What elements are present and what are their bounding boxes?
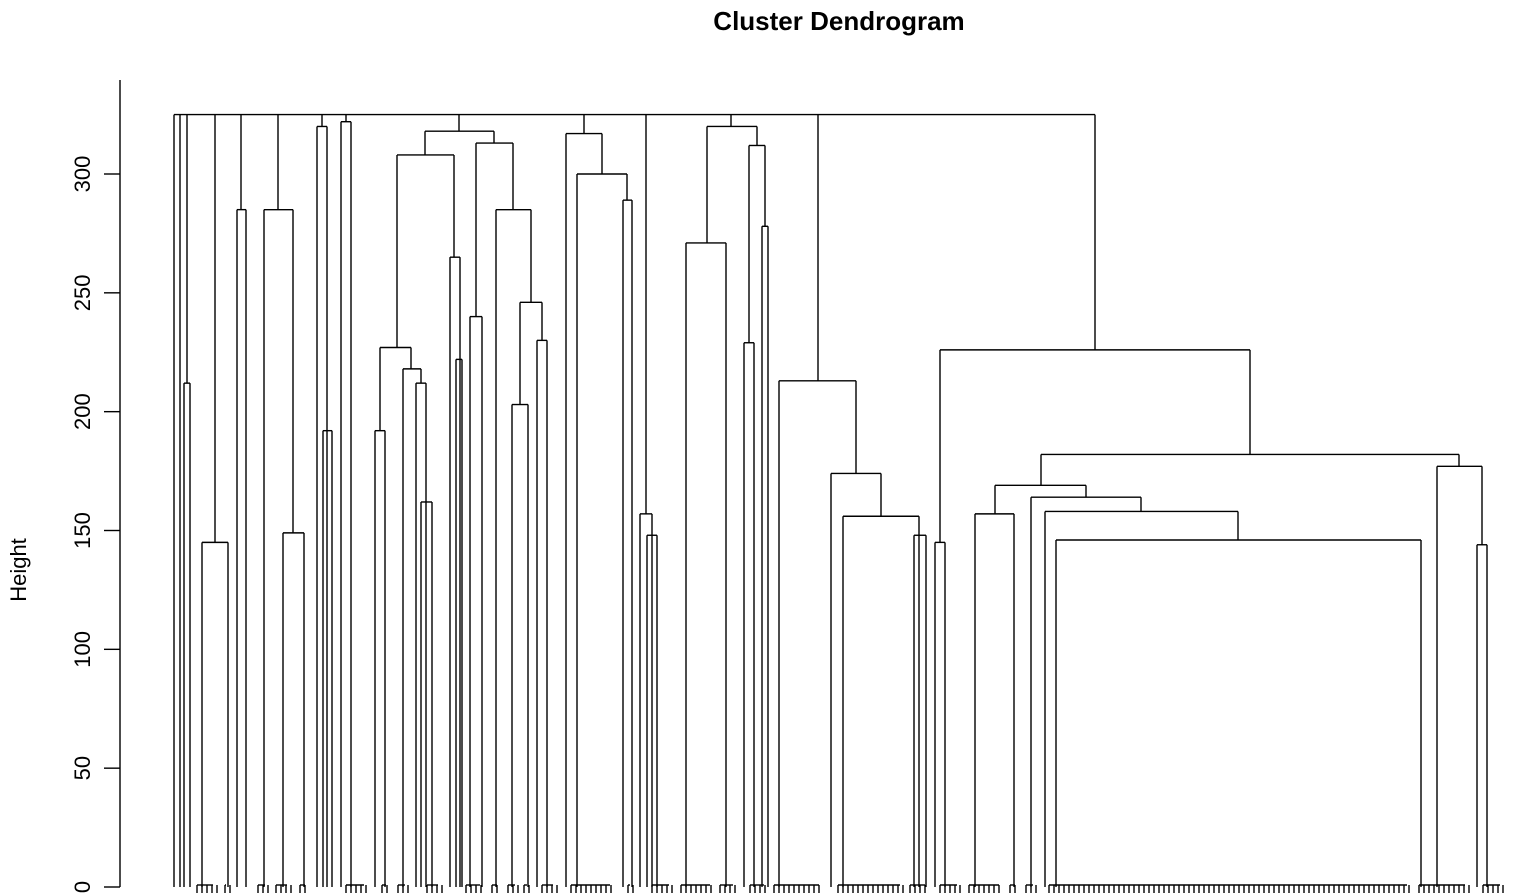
y-tick-label: 200: [70, 393, 95, 430]
y-tick-label: 0: [70, 881, 95, 893]
y-tick-label: 150: [70, 512, 95, 549]
dendrogram-tree: [173, 113, 1504, 893]
y-ticks: 0 50 100 150 200 250 300: [70, 156, 120, 893]
y-tick-label: 250: [70, 274, 95, 311]
y-axis: 0 50 100 150 200 250 300: [70, 80, 121, 893]
y-tick-label: 300: [70, 156, 95, 193]
chart-title: Cluster Dendrogram: [713, 6, 964, 36]
y-tick-label: 50: [70, 756, 95, 780]
y-axis-label: Height: [6, 538, 31, 602]
y-tick-label: 100: [70, 631, 95, 668]
